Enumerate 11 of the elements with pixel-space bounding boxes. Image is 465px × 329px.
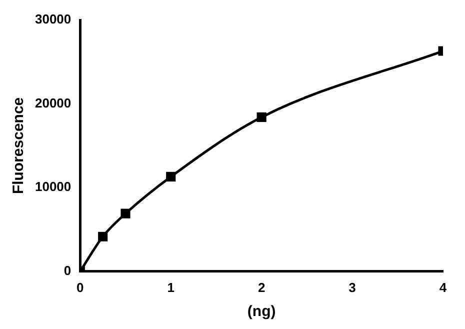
x-tick-label: 2 [258, 280, 266, 295]
x-tick-label: 1 [167, 280, 174, 295]
y-tick-label: 20000 [34, 95, 72, 110]
y-tick-label: 0 [64, 262, 72, 278]
y-axis-title: Fluorescence [10, 97, 28, 194]
x-tick-label: 4 [439, 280, 448, 295]
x-tick-label: 0 [76, 280, 84, 295]
x-tick-label: 3 [348, 280, 356, 295]
y-tick-label: 30000 [34, 12, 72, 27]
x-axis-title: (ng) [247, 303, 276, 320]
y-tick-label: 10000 [34, 179, 72, 194]
